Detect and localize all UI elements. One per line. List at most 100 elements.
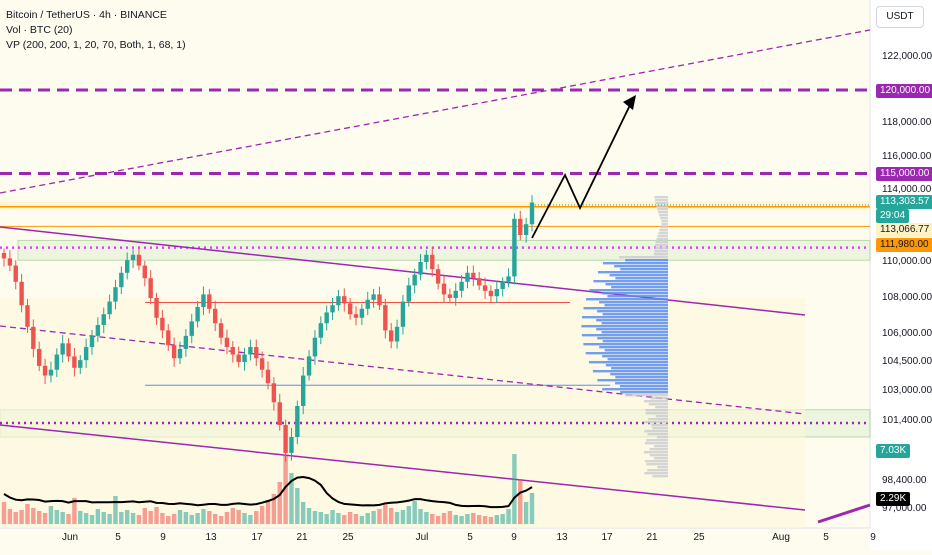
candle-body	[488, 290, 494, 297]
volume-profile-bar	[596, 328, 668, 331]
candle-body	[435, 269, 441, 284]
volume-bar	[418, 509, 423, 524]
candle-body	[301, 375, 306, 406]
volume-bar	[242, 513, 247, 524]
candle-body	[353, 314, 359, 318]
candle-body	[218, 323, 224, 338]
chart-legend: Bitcoin / TetherUS · 4h · BINANCE Vol · …	[6, 8, 186, 53]
volume-profile-bar	[661, 223, 668, 226]
volume-profile-bar	[654, 445, 668, 448]
volume-profile-bar	[581, 325, 668, 328]
volume-bar	[465, 514, 470, 524]
volume-profile-bar	[620, 268, 668, 271]
volume-bar	[25, 504, 30, 524]
resistance-zone	[0, 201, 870, 210]
volume-bar	[359, 516, 365, 524]
candle-body	[13, 265, 18, 282]
time-tick: Aug	[772, 532, 790, 543]
volume-profile-bar	[611, 286, 668, 289]
volume-bar	[371, 511, 376, 524]
volume-bar	[177, 510, 183, 524]
price-tick: 98,400.00	[882, 475, 927, 486]
time-tick: 21	[646, 532, 658, 543]
volume-profile-bar	[605, 283, 668, 286]
volume-bar	[72, 498, 77, 524]
volume-profile-bar	[661, 220, 668, 223]
volume-bar	[512, 454, 517, 524]
channel-bottom-line	[0, 424, 806, 511]
volume-profile-bar	[654, 199, 668, 202]
volume-profile-bar	[581, 316, 668, 319]
candle-body	[518, 218, 523, 235]
candle-body	[207, 294, 212, 309]
volume-bar	[1, 502, 7, 524]
projection-path	[531, 100, 633, 239]
volume-profile-bar	[602, 262, 668, 265]
volume-bar	[130, 513, 136, 524]
price-tick: 106,000.00	[882, 328, 932, 339]
candle-body	[289, 437, 294, 453]
volume-profile-bar	[593, 280, 668, 283]
volume-profile-bar	[592, 370, 668, 373]
volume-profile-bar	[654, 247, 668, 250]
volume-profile-bar	[602, 340, 668, 343]
candle-body	[236, 354, 241, 362]
volume-bar	[78, 511, 83, 524]
volume-bar	[66, 514, 71, 524]
volume-profile-bar	[657, 466, 668, 469]
volume-bar	[183, 512, 189, 524]
volume-profile-bar	[610, 373, 668, 376]
currency-selector[interactable]: USDT	[876, 6, 924, 28]
volume-bar	[113, 496, 118, 524]
time-tick: 25	[342, 532, 354, 543]
price-tick: 122,000.00	[882, 51, 932, 62]
candle-body	[72, 356, 77, 368]
volume-profile-bar	[658, 211, 668, 214]
volume-bar	[42, 513, 48, 524]
candle-body	[31, 326, 36, 349]
candle-body	[347, 303, 353, 315]
volume-profile-bar	[645, 412, 668, 415]
time-tick: 9	[160, 532, 166, 543]
volume-bar	[342, 515, 347, 524]
volume-profile-bar	[583, 343, 668, 346]
volume-profile-bar	[646, 463, 668, 466]
volume-profile-bar	[657, 235, 668, 238]
candle-body	[183, 335, 189, 349]
symbol-title[interactable]: Bitcoin / TetherUS · 4h · BINANCE	[6, 9, 167, 21]
candle-body	[25, 305, 30, 327]
volume-profile-bar	[652, 427, 668, 430]
volume-profile-bar	[615, 277, 668, 280]
time-tick: Jul	[415, 532, 429, 543]
candle-body	[19, 281, 24, 306]
candle-body	[60, 343, 65, 355]
volume-profile-title[interactable]: VP (200, 200, 1, 20, 70, Both, 1, 68, 1)	[6, 39, 186, 51]
volume-ma-line	[3, 475, 533, 509]
time-tick: 5	[115, 532, 121, 543]
volume-profile-bar	[601, 322, 668, 325]
volume-profile-bar	[601, 292, 668, 295]
candle-body	[336, 296, 341, 306]
time-tick: 5	[823, 532, 829, 543]
volume-profile-bar	[644, 421, 668, 424]
volume-profile-bar	[649, 448, 668, 451]
volume-profile-bar	[597, 379, 668, 382]
volume-bar	[295, 488, 300, 524]
price-label-120000: 120,000.00	[876, 84, 932, 98]
volume-bar	[224, 512, 230, 524]
volume-profile-bar	[620, 391, 668, 394]
volume-profile-bar	[654, 253, 668, 256]
volume-profile-bar	[611, 367, 668, 370]
candle-body	[471, 272, 476, 279]
candle-body	[213, 308, 218, 324]
volume-profile-bar	[586, 298, 668, 301]
volume-bar	[318, 512, 323, 524]
volume-profile-bar	[596, 319, 668, 322]
volume-bar	[347, 512, 353, 524]
volume-indicator-title[interactable]: Vol · BTC (20)	[6, 24, 73, 36]
time-tick: 17	[601, 532, 613, 543]
volume-profile-bar	[583, 307, 668, 310]
candle-body	[441, 283, 447, 295]
